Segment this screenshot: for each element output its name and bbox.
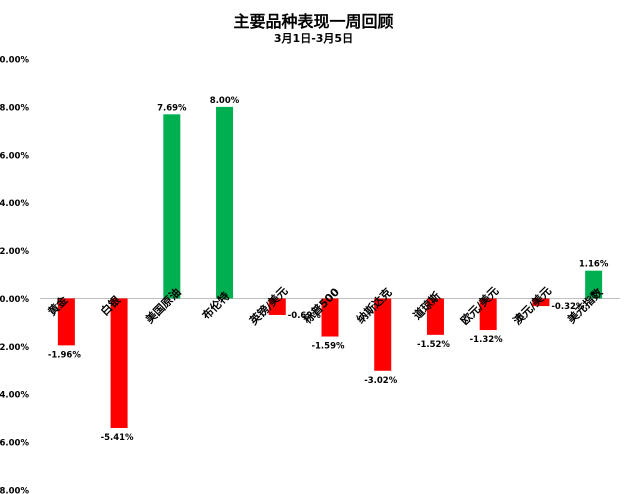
- bar: [268, 298, 286, 315]
- bar: [163, 114, 181, 299]
- bar-value-label: -1.59%: [311, 342, 344, 352]
- bar-value-label: -0.69%: [288, 311, 321, 321]
- y-tick-label: 6.00%: [0, 151, 29, 161]
- y-tick-label: 4.00%: [0, 199, 29, 209]
- category-label: 美国原油: [142, 285, 183, 326]
- chart-title: 主要品种表现一周回顾: [233, 12, 394, 31]
- bar: [57, 298, 75, 346]
- bar: [321, 298, 339, 337]
- y-tick-label: -4.00%: [0, 391, 29, 401]
- bar: [532, 298, 550, 307]
- bar-value-label: -0.32%: [551, 302, 584, 312]
- bar: [110, 298, 128, 428]
- bar: [374, 298, 392, 371]
- bar-value-label: -3.02%: [364, 376, 397, 386]
- bar-value-label: 7.69%: [157, 103, 187, 113]
- y-tick-label: -8.00%: [0, 487, 29, 494]
- bar: [585, 270, 603, 299]
- chart-subtitle: 3月1日-3月5日: [273, 32, 354, 45]
- y-tick-label: 10.00%: [0, 56, 29, 66]
- bar-value-label: 8.00%: [210, 96, 240, 106]
- bar-value-label: -5.41%: [101, 433, 134, 443]
- y-tick-label: 2.00%: [0, 247, 29, 257]
- bar: [426, 298, 444, 335]
- bar-value-label: -1.96%: [48, 350, 81, 360]
- category-label: 布伦特: [199, 289, 232, 322]
- y-tick-label: 8.00%: [0, 103, 29, 113]
- y-tick-label: -6.00%: [0, 439, 29, 449]
- bar: [216, 106, 234, 299]
- y-tick-label: 0.00%: [0, 295, 29, 305]
- bar-value-label: -1.52%: [417, 340, 450, 350]
- bar-value-label: -1.32%: [470, 335, 503, 345]
- bar: [479, 298, 497, 331]
- y-tick-label: -2.00%: [0, 343, 29, 353]
- bar-value-label: 1.16%: [579, 260, 609, 270]
